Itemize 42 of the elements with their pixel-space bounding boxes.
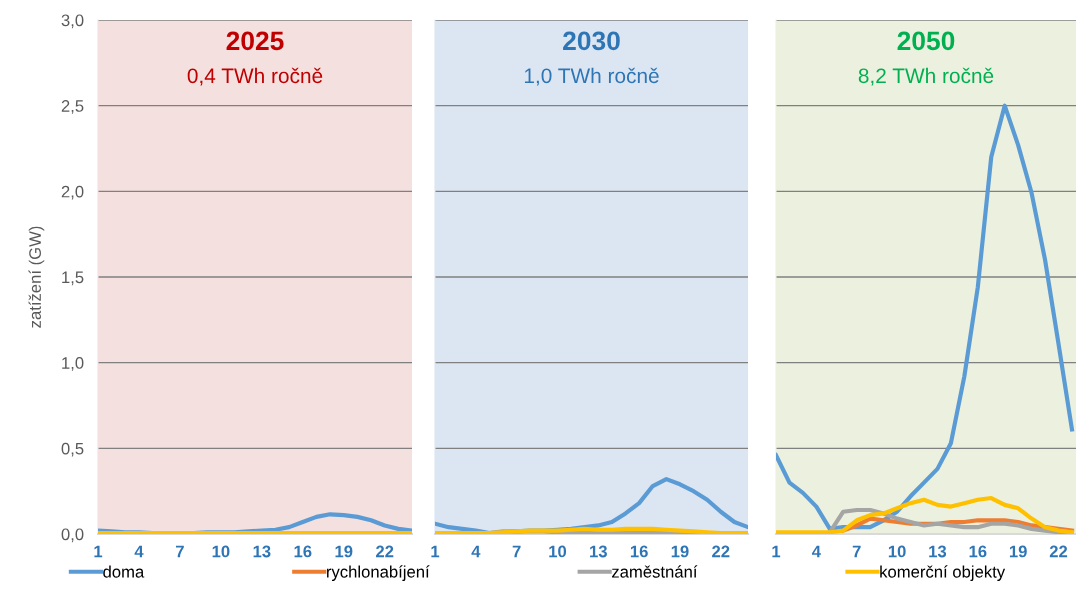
x-tick-label: 19 [335, 545, 353, 558]
legend-label: zaměstnání [612, 565, 698, 578]
x-tick-label: 4 [811, 545, 821, 558]
y-tick-label: 0,5 [61, 442, 84, 457]
x-tick-label: 16 [630, 545, 648, 558]
x-tick-label: 22 [712, 545, 730, 558]
x-tick-label: 22 [1049, 545, 1068, 558]
x-tick-label: 16 [969, 545, 987, 558]
x-tick-label: 13 [253, 545, 271, 558]
chart-title: 2050 [897, 31, 955, 51]
text: 0,4 TWh ročně [187, 67, 323, 86]
text: 1,0 TWh ročně [524, 67, 659, 86]
y-tick-label: 3,0 [61, 14, 84, 29]
x-tick-label: 7 [512, 545, 521, 558]
legend-label: komerční objekty [880, 565, 1006, 581]
y-tick-label: 0,0 [61, 528, 84, 543]
x-tick-label: 7 [176, 545, 184, 558]
text: 8,2 TWh ročně [858, 67, 994, 86]
y-tick-label: 1,0 [62, 357, 84, 371]
x-tick-label: 4 [471, 545, 481, 558]
x-tick-label: 1 [431, 545, 440, 558]
legend-label: rychlonabíjení [327, 565, 430, 581]
y-tick-label: 2,0 [61, 185, 84, 200]
x-tick-label: 1 [94, 545, 103, 558]
x-tick-label: 1 [772, 545, 781, 558]
x-tick-label: 22 [376, 545, 394, 558]
y-axis-title: zatížení (GW) [28, 226, 45, 328]
x-tick-label: 7 [852, 545, 861, 558]
chart-title: 2025 [226, 31, 284, 51]
x-tick-label: 10 [549, 545, 567, 558]
x-tick-label: 4 [134, 545, 144, 558]
x-tick-label: 19 [1009, 545, 1027, 558]
x-tick-label: 16 [294, 545, 312, 558]
chart-title: 2030 [563, 31, 620, 51]
x-tick-label: 19 [671, 545, 689, 558]
legend-label: doma [103, 565, 145, 578]
x-tick-label: 10 [888, 545, 906, 558]
x-tick-label: 10 [212, 545, 230, 558]
y-tick-label: 2,5 [61, 100, 84, 114]
x-tick-label: 13 [590, 545, 607, 558]
y-tick-label: 1,5 [62, 271, 84, 286]
x-tick-label: 13 [929, 545, 947, 558]
